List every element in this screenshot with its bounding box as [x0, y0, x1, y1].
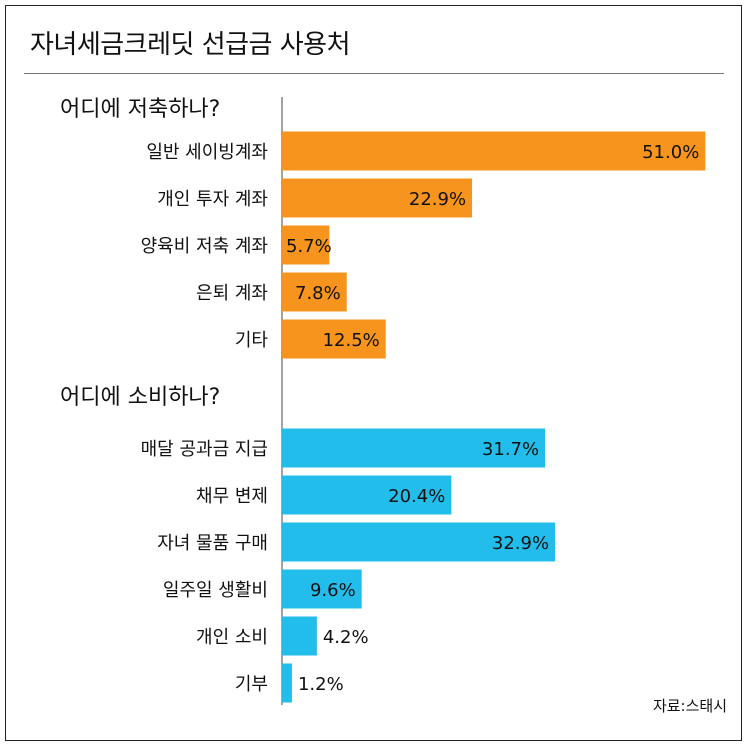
bar — [282, 616, 317, 656]
section-title: 어디에 저축하나? — [60, 97, 220, 122]
chart-frame — [5, 5, 742, 741]
bar — [282, 225, 330, 265]
source-note: 자료:스태시 — [652, 697, 727, 715]
data-label: 12.5% — [323, 330, 380, 351]
bar — [282, 319, 386, 359]
data-label: 9.6% — [310, 580, 356, 601]
category-label: 기타 — [235, 330, 269, 351]
data-label: 5.7% — [286, 236, 332, 257]
data-label: 7.8% — [295, 283, 341, 304]
category-label: 기부 — [235, 674, 268, 695]
category-label: 매달 공과금 지급 — [141, 439, 268, 460]
category-label: 은퇴 계좌 — [196, 283, 268, 304]
section-title: 어디에 소비하나? — [60, 385, 220, 410]
bar — [282, 569, 362, 609]
bar — [282, 663, 292, 703]
bar — [282, 131, 706, 171]
category-label: 일주일 생활비 — [163, 580, 268, 601]
bar — [282, 178, 473, 218]
data-label: 1.2% — [298, 674, 344, 695]
category-label: 개인 소비 — [196, 627, 268, 648]
category-label: 개인 투자 계좌 — [157, 189, 268, 210]
chart-title: 자녀세금크레딧 선급금 사용처 — [30, 30, 351, 60]
data-label: 4.2% — [323, 627, 369, 648]
category-label: 양육비 저축 계좌 — [141, 236, 268, 257]
data-label: 51.0% — [642, 142, 699, 163]
data-label: 32.9% — [492, 533, 549, 554]
data-label: 31.7% — [482, 439, 539, 460]
bar — [282, 522, 556, 562]
category-label: 자녀 물품 구매 — [157, 533, 268, 554]
category-label: 채무 변제 — [196, 486, 268, 507]
category-label: 일반 세이빙계좌 — [146, 142, 268, 163]
data-label: 22.9% — [409, 189, 466, 210]
bar — [282, 428, 546, 468]
bar — [282, 475, 452, 515]
data-label: 20.4% — [388, 486, 445, 507]
title-divider — [24, 73, 724, 74]
bar — [282, 272, 347, 312]
